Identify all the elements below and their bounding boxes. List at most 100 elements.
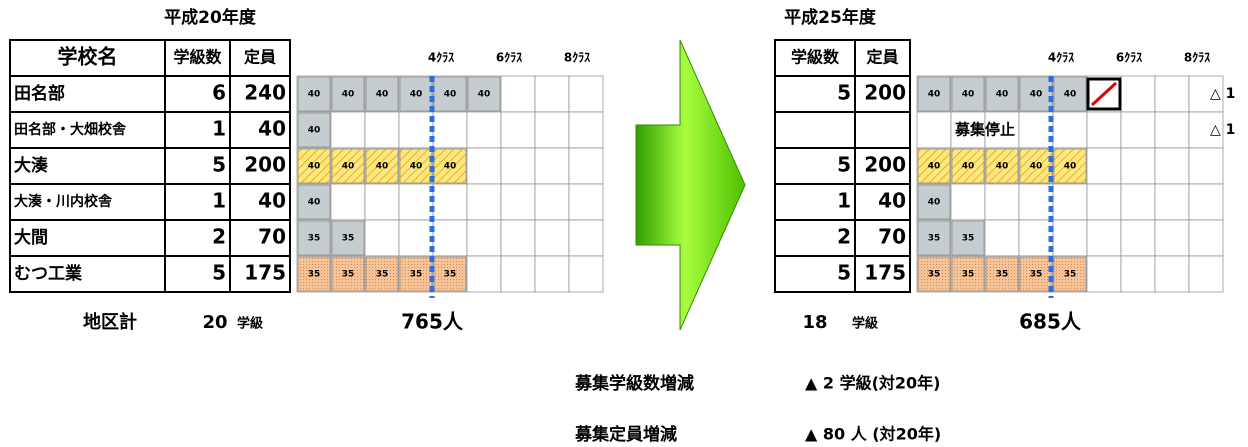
school-name: 大湊 (14, 155, 48, 176)
class-cell (365, 148, 399, 184)
grid-cell (1154, 183, 1190, 221)
grid-cell (1188, 147, 1224, 185)
class-cell (917, 148, 951, 184)
cell-value: 40 (444, 162, 457, 172)
capacity: 200 (244, 153, 286, 177)
cell-box (229, 147, 291, 185)
cell-value: 40 (342, 162, 355, 172)
cell-value: 35 (308, 270, 321, 280)
capacity: 175 (244, 261, 286, 285)
arrow (635, 39, 746, 331)
cell-box (854, 111, 911, 149)
cell-value: 40 (410, 162, 423, 172)
cell-value: 35 (928, 234, 941, 244)
grid-cell (500, 255, 536, 293)
cell-value: 40 (478, 90, 491, 100)
class-cell (1019, 256, 1053, 292)
class-cell (1053, 76, 1087, 112)
capacity: 240 (244, 81, 286, 105)
grid-cell (1188, 75, 1224, 113)
grid-cell (432, 111, 468, 149)
grid-cell (1154, 111, 1190, 149)
cell-value: 35 (996, 270, 1009, 280)
cell-value: 40 (1030, 162, 1043, 172)
summary-label: 募集学級数増減 (574, 373, 694, 394)
cell-value: 40 (996, 90, 1009, 100)
grid-cell (1154, 255, 1190, 293)
grid-cell (500, 75, 536, 113)
class-cell (917, 256, 951, 292)
grid-cell (466, 255, 502, 293)
class-cell (917, 184, 951, 220)
grid-cell (466, 147, 502, 185)
classes: 1 (212, 189, 226, 213)
cell-box (164, 183, 231, 221)
cell-box (229, 255, 291, 293)
cell-value: 40 (928, 90, 941, 100)
grid-cell (1188, 111, 1224, 149)
capacity: 175 (864, 261, 906, 285)
grid-cell (500, 111, 536, 149)
grid-cell (1052, 111, 1088, 149)
capacity: 70 (878, 225, 906, 249)
capacity: 200 (864, 153, 906, 177)
class-cell (297, 112, 331, 148)
total-classes: 20 (202, 312, 227, 333)
header: 学級数 (173, 48, 222, 67)
total-unit: 学級 (852, 316, 878, 332)
class-cell (297, 184, 331, 220)
class-cell (297, 148, 331, 184)
grid-cell (1086, 183, 1122, 221)
classes: 1 (837, 189, 851, 213)
grid-cell (1154, 75, 1190, 113)
cell-value: 35 (1030, 270, 1043, 280)
grid-cell (568, 183, 604, 221)
classes: 5 (212, 153, 226, 177)
grid-cell (950, 183, 986, 221)
grid-cell (1120, 75, 1156, 113)
grid-cell (984, 219, 1020, 257)
header: 学級数 (791, 48, 840, 67)
class-label: 4ｸﾗｽ (1048, 51, 1074, 65)
school-name: 大間 (14, 227, 48, 248)
classes: 2 (212, 225, 226, 249)
grid-cell (984, 183, 1020, 221)
class-label: 4ｸﾗｽ (428, 51, 454, 65)
cell-value: 40 (962, 90, 975, 100)
class-cell (1019, 148, 1053, 184)
class-cell (331, 220, 365, 256)
cell-value: 40 (928, 162, 941, 172)
cell-value: 40 (308, 198, 321, 208)
class-cell (331, 76, 365, 112)
class-label: 6ｸﾗｽ (496, 51, 522, 65)
grid-cell (330, 183, 366, 221)
school-name: むつ工業 (14, 263, 82, 284)
grid-cell (950, 111, 986, 149)
grid-cell (500, 183, 536, 221)
classes: 5 (837, 261, 851, 285)
total-label: 地区計 (83, 311, 137, 333)
grid-cell (568, 147, 604, 185)
class-cell (365, 256, 399, 292)
class-cell (297, 256, 331, 292)
cell-box (164, 255, 231, 293)
cell-box (774, 147, 856, 185)
total-classes: 18 (802, 312, 827, 333)
cell-box (854, 183, 911, 221)
cell-value: 35 (928, 270, 941, 280)
grid-cell (1052, 219, 1088, 257)
cell-value: 40 (996, 162, 1009, 172)
grid-cell (500, 147, 536, 185)
cell-value: 35 (308, 234, 321, 244)
capacity: 40 (258, 117, 286, 141)
grid-cell (534, 255, 570, 293)
grid-cell (500, 219, 536, 257)
cell-box (774, 255, 856, 293)
cell-value: 40 (376, 162, 389, 172)
grid-cell (1086, 219, 1122, 257)
class-cell (433, 148, 467, 184)
grid-cell (1086, 147, 1122, 185)
class-cell (951, 256, 985, 292)
class-cell (1053, 148, 1087, 184)
